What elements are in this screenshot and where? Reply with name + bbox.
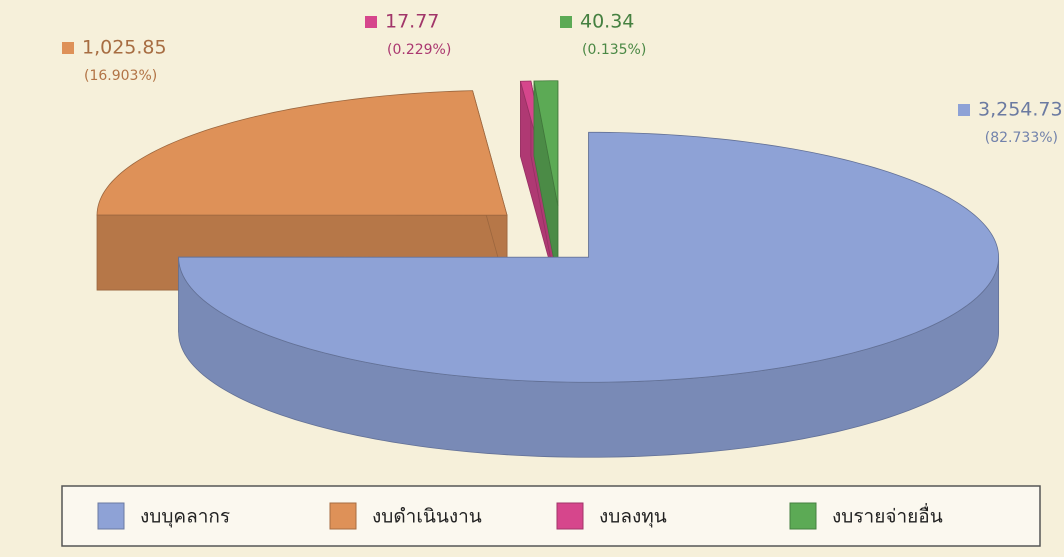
label-marker (365, 16, 377, 28)
value-label: 1,025.85 (82, 37, 167, 59)
legend-label: งบรายจ่ายอื่น (832, 503, 943, 528)
label-marker (62, 42, 74, 54)
legend-swatch (790, 503, 816, 529)
percentage-label: (16.903%) (84, 68, 157, 84)
label-marker (958, 104, 970, 116)
legend-label: งบดำเนินงาน (372, 506, 482, 528)
legend-swatch (98, 503, 124, 529)
chart: 3,254.73 (82.733%) 1,025.85 (16.903%) 17.77 (… (0, 0, 1064, 557)
legend-label: งบบุคลากร (140, 506, 230, 529)
value-label: 17.77 (385, 11, 439, 33)
value-label: 3,254.73 (978, 99, 1063, 121)
percentage-label: (0.229%) (387, 42, 451, 58)
legend-label: งบลงทุน (599, 506, 667, 529)
legend-swatch (557, 503, 583, 529)
legend-swatch (330, 503, 356, 529)
percentage-label: (82.733%) (985, 130, 1058, 146)
page: {"chart_data": {"type": "pie", "categori… (0, 0, 1064, 557)
percentage-label: (0.135%) (582, 42, 646, 58)
label-marker (560, 16, 572, 28)
value-label: 40.34 (580, 11, 634, 33)
